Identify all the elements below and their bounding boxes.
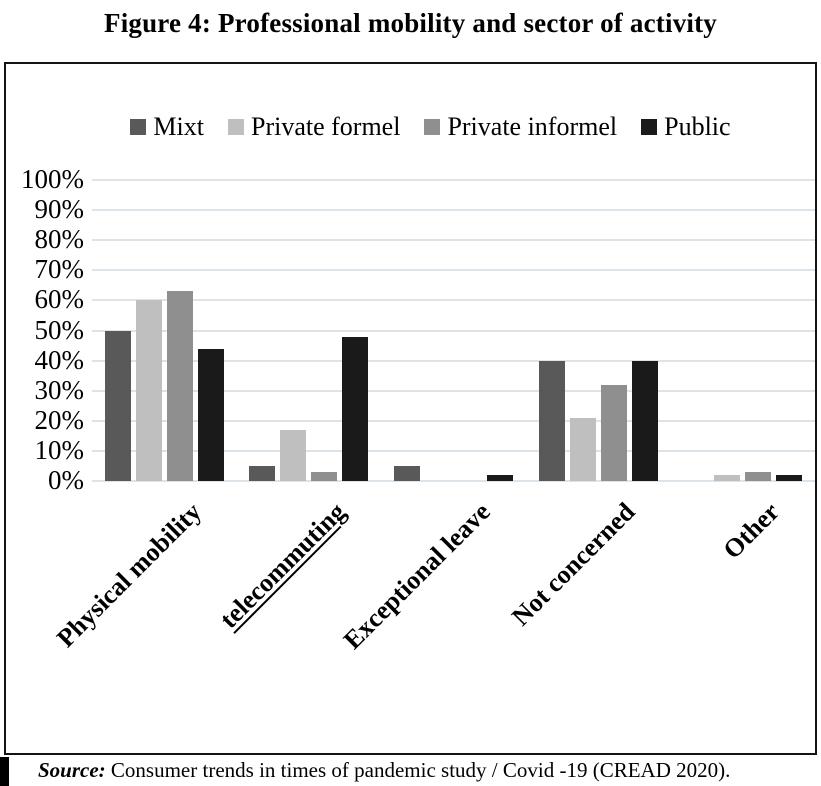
- bar-other-public: [776, 474, 803, 481]
- bar-group-exceptional-leave: [381, 180, 526, 481]
- bar-group-physical-mobility: [92, 180, 237, 481]
- legend-item-mixt: Mixt: [130, 114, 204, 140]
- x-label-exceptional-leave: Exceptional leave: [338, 497, 497, 655]
- bar-telecommuting-private-informel: [311, 471, 338, 481]
- bar-not-concerned-public: [631, 360, 658, 481]
- legend-item-private-informel: Private informel: [424, 114, 617, 140]
- gridline-80pct: [92, 239, 815, 242]
- bar-group-other: [670, 180, 815, 481]
- bar-exceptional-leave-mixt: [393, 465, 420, 481]
- bar-other-private-formel: [714, 474, 741, 481]
- bar-physical-mobility-mixt: [104, 330, 131, 481]
- y-tick-80-: 80%: [34, 224, 85, 255]
- plot-area: [92, 179, 815, 482]
- gridline-60pct: [92, 299, 815, 302]
- legend-swatch-private-formel-icon: [227, 119, 244, 135]
- source-label: Source:: [38, 758, 106, 782]
- y-tick-10-: 10%: [34, 434, 85, 465]
- x-label-physical-mobility: Physical mobility: [50, 497, 207, 653]
- bar-telecommuting-public: [342, 336, 369, 481]
- y-tick-50-: 50%: [34, 314, 85, 345]
- y-tick-30-: 30%: [34, 374, 85, 405]
- y-tick-70-: 70%: [34, 254, 85, 285]
- gridline-100pct: [92, 179, 815, 181]
- source-caption: Source: Consumer trends in times of pand…: [38, 758, 730, 783]
- chart-legend: Mixt Private formel Private informel Public: [46, 114, 815, 140]
- gridline-50pct: [92, 329, 815, 332]
- y-tick-100-: 100%: [21, 164, 84, 194]
- figure-title: Figure 4: Professional mobility and sect…: [104, 8, 717, 38]
- gridline-10pct: [92, 449, 815, 452]
- chart-area: Mixt Private formel Private informel Public…: [4, 62, 817, 755]
- bar-telecommuting-private-formel: [280, 429, 307, 481]
- bar-telecommuting-mixt: [249, 465, 276, 481]
- bar-exceptional-leave-public: [486, 474, 513, 481]
- legend-item-private-formel: Private formel: [227, 112, 401, 141]
- x-label-not-concerned: Not concerned: [506, 497, 641, 632]
- y-tick-40-: 40%: [34, 344, 85, 375]
- y-tick-0-: 0%: [48, 465, 84, 495]
- bar-physical-mobility-public: [197, 348, 224, 481]
- bar-not-concerned-private-formel: [569, 417, 596, 481]
- gridline-30pct: [92, 389, 815, 392]
- legend-item-public: Public: [641, 112, 731, 141]
- gridline-20pct: [92, 419, 815, 422]
- gridline-0pct: [92, 480, 815, 482]
- legend-label-private-informel: Private informel: [447, 112, 618, 141]
- legend-swatch-mixt-icon: [130, 119, 147, 135]
- x-label-telecommuting: telecommuting: [214, 497, 352, 634]
- source-text: Consumer trends in times of pandemic stu…: [105, 758, 731, 782]
- bar-group-not-concerned: [526, 180, 671, 481]
- gridline-90pct: [92, 209, 815, 212]
- y-tick-90-: 90%: [34, 194, 85, 225]
- x-label-other: Other: [717, 497, 786, 565]
- bar-not-concerned-private-informel: [600, 384, 627, 481]
- bar-physical-mobility-private-formel: [135, 300, 162, 481]
- legend-label-public: Public: [664, 112, 731, 141]
- bar-groups: [92, 180, 815, 481]
- gridline-70pct: [92, 269, 815, 272]
- x-axis-category-labels: Physical mobility telecommuting Exceptiona…: [51, 481, 815, 711]
- bar-not-concerned-mixt: [538, 360, 565, 481]
- legend-swatch-public-icon: [641, 119, 658, 135]
- bar-physical-mobility-private-informel: [166, 291, 193, 481]
- legend-swatch-private-informel-icon: [424, 119, 441, 135]
- bar-group-telecommuting: [237, 180, 382, 481]
- legend-label-private-formel: Private formel: [250, 112, 401, 141]
- scan-artifact-mark: [0, 757, 9, 786]
- bar-other-private-informel: [745, 471, 772, 481]
- y-axis-tick-labels: 100% 90% 80% 70% 60% 50% 40% 30% 20% 10% 0%: [6, 166, 85, 494]
- y-tick-60-: 60%: [34, 284, 85, 315]
- gridline-40pct: [92, 359, 815, 362]
- legend-label-mixt: Mixt: [153, 112, 204, 141]
- y-tick-20-: 20%: [34, 404, 85, 435]
